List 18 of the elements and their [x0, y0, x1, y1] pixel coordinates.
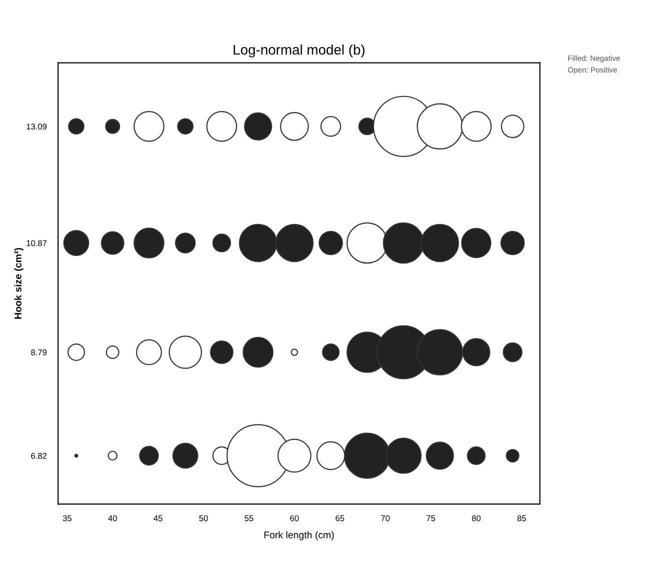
y-tick-label: 13.09 [26, 124, 47, 130]
x-tick-label: 50 [199, 515, 208, 522]
x-tick-label: 75 [426, 515, 436, 522]
x-tick-label: 35 [62, 515, 72, 522]
x-tick-label: 55 [244, 515, 254, 522]
x-tick-label: 70 [381, 515, 390, 522]
x-tick-label: 45 [154, 515, 162, 522]
y-tick-label: 8.79 [31, 349, 47, 356]
y-tick-label: 6.82 [31, 452, 47, 459]
x-tick-label: 80 [472, 515, 481, 522]
x-tick-label: 60 [290, 515, 299, 522]
chart-title: Log-normal model (b) [234, 44, 365, 58]
y-tick-label: 10.87 [26, 240, 47, 246]
x-tick-label: 65 [336, 515, 344, 522]
y-axis-title: Hook size (cm²) [14, 248, 24, 319]
x-tick-label: 85 [517, 515, 526, 522]
x-tick-label: 40 [108, 515, 117, 522]
x-axis-title: Fork length (cm) [264, 531, 334, 540]
